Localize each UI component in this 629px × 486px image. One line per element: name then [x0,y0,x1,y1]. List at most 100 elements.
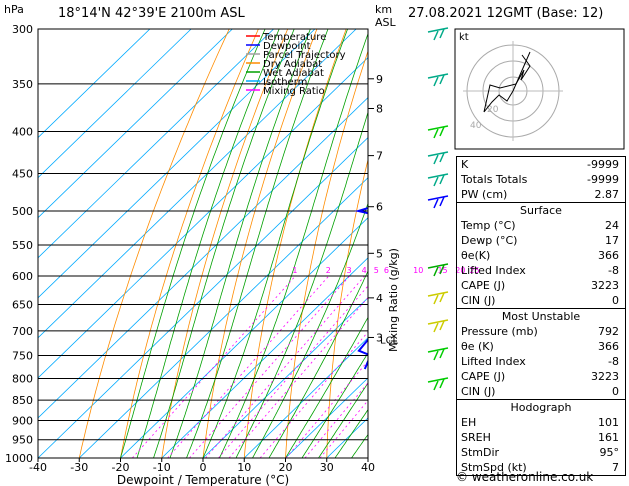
mixing-ratio-axis-label: Mixing Ratio (g/kg) [387,248,400,352]
mixing-ratio-line [167,275,330,458]
surface-row: Temp (°C) 24 [461,219,619,232]
surface-row: CAPE (J) 3223 [461,279,619,292]
x-tick-label: -30 [70,461,88,474]
x-tick-label: 10 [237,461,251,474]
x-tick-label: 30 [320,461,334,474]
mixing-ratio-label: 4 [362,266,367,275]
mixing-ratio-label: 6 [384,266,389,275]
mixing-ratio-label: 10 [413,266,423,275]
wet-adiabat-line [301,352,368,458]
mixing-ratio-line [285,360,368,458]
km-tick-label: 7 [376,150,383,163]
legend-entry-temperature: Temperature [262,32,326,43]
pressure-tick-label: 650 [12,299,33,312]
mu-row: Lifted Index -8 [461,355,619,368]
km-tick-label: 9 [376,73,383,86]
copyright-footer: © weatheronline.co.uk [456,470,594,484]
legend-entry-dewpoint: Dewpoint [263,41,311,52]
legend-entry-parcel-trajectory: Parcel Trajectory [263,50,346,61]
hodograph-storm-arrow [512,51,531,92]
hodograph: kt 20 40 [454,28,625,150]
pressure-tick-label: 600 [12,270,33,283]
dry-adiabat-line [326,158,368,458]
mu-row: Pressure (mb) 792 [461,325,619,338]
series-temperature-line [394,84,461,369]
mixing-ratio-label: 3 [346,266,351,275]
pressure-tick-label: 400 [12,126,33,139]
isotherm-line [161,257,368,458]
dry-adiabat-line [367,420,368,458]
wind-barb [427,319,449,333]
surface-row: Lifted Index -8 [461,264,619,277]
wind-barb [427,73,449,87]
x-tick-label: 0 [200,461,207,474]
isotherm-line [38,137,368,458]
pressure-tick-label: 850 [12,394,33,407]
isotherm-line [38,29,233,219]
most-unstable-title: Most Unstable [457,308,625,324]
hodograph-ring-label-40: 40 [470,121,482,131]
isotherm-line [38,29,316,299]
datetime-label: 27.08.2021 12GMT (Base: 12) [408,6,604,21]
x-tick-label: 20 [279,461,293,474]
surface-title: Surface [457,202,625,218]
pressure-tick-label: 1000 [5,452,33,465]
wind-barb [427,173,449,187]
hodo-row: EH 101 [461,416,619,429]
x-axis-label: Dewpoint / Temperature (°C) [117,473,289,486]
isotherm-line [38,29,274,259]
surface-row: CIN (J) 0 [461,294,619,307]
hodograph-unit: kt [459,32,469,43]
hodo-row: SREH 161 [461,431,619,444]
isotherm-line [38,56,368,379]
pressure-tick-label: 300 [12,23,33,36]
pressure-tick-label: 350 [12,78,33,91]
surface-row: Dewp (°C) 17 [461,234,619,247]
hodograph-table-title: Hodograph [457,399,625,415]
isotherm-line [78,177,368,458]
isotherm-line [38,29,357,339]
mixing-ratio-label: 25 [469,266,479,275]
hodo-row: StmDir 95° [461,446,619,459]
pressure-tick-label: 500 [12,205,33,218]
km-tick-label: 4 [376,292,383,305]
km-tick-label: 3 [376,331,383,344]
mixing-ratio-label: 1 [292,266,297,275]
index-row-totals: Totals Totals -9999 [461,173,619,186]
pressure-unit-label: hPa [4,3,24,16]
wet-adiabat-line [318,382,368,458]
isotherm-line [38,29,192,179]
wind-barb [427,195,449,209]
isotherm-line [202,297,368,458]
pressure-tick-label: 900 [12,414,33,427]
isotherm-line [243,337,368,458]
mu-row: CIN (J) 0 [461,385,619,398]
mixing-ratio-line [218,285,368,458]
pressure-tick-label: 750 [12,349,33,362]
legend-entry-isotherm: Isotherm [263,77,307,88]
wet-adiabat-line [136,29,280,458]
wind-barb [427,347,449,361]
km-tick-label: 8 [376,103,383,116]
x-tick-label: -40 [29,461,47,474]
lcl-label: LCL [380,335,399,346]
pressure-tick-label: 950 [12,434,33,447]
wind-barb [427,291,449,305]
indices-panel: K -9999 Totals Totals -9999 PW (cm) 2.87 Su… [456,156,626,476]
surface-row: θe(K) 366 [461,249,619,262]
hodograph-ring-label-20: 20 [487,105,499,115]
dry-adiabat-line [78,29,230,458]
series-dewpoint-line [354,207,368,370]
hodo-row: StmSpd (kt) 7 [461,461,619,474]
km-tick-label: 5 [376,247,383,260]
x-tick-label: -20 [112,461,130,474]
wet-adiabat-line [285,316,368,458]
isotherm-line [38,29,151,139]
mu-row: CAPE (J) 3223 [461,370,619,383]
legend-entry-mixing-ratio: Mixing Ratio [263,86,325,97]
mixing-ratio-line [228,297,368,458]
mixing-ratio-label: 15 [437,266,447,275]
pressure-tick-label: 700 [12,325,33,338]
hodograph-frame [454,28,625,150]
